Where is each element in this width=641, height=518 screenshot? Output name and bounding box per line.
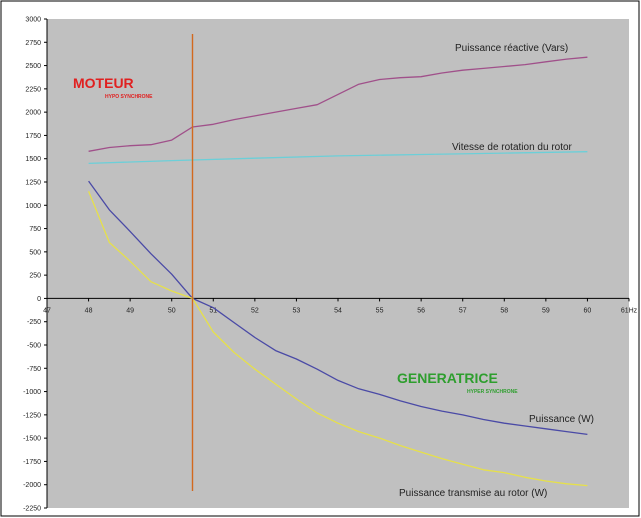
series-line-2	[88, 180, 588, 436]
series-label-rotor-speed: Vitesse de rotation du rotor	[452, 142, 573, 153]
x-tick-label: 50	[168, 307, 176, 314]
y-tick-label: 2750	[25, 40, 41, 47]
y-tick-label: -750	[27, 366, 41, 373]
y-tick-label: -250	[27, 319, 41, 326]
x-tick-label: 47	[43, 307, 51, 314]
moteur-label: MOTEUR	[73, 75, 134, 91]
y-tick-label: -1000	[23, 389, 41, 396]
x-tick-label: 53	[293, 307, 301, 314]
moteur-sublabel: HYPO SYNCHRONE	[105, 94, 153, 100]
x-tick-label: 59	[542, 307, 550, 314]
axes: 3000275025002250200017501500125010007505…	[23, 17, 638, 513]
y-tick-label: 250	[29, 273, 41, 280]
y-tick-label: 3000	[25, 17, 41, 24]
y-tick-label: -500	[27, 343, 41, 350]
series-label-reactive: Puissance réactive (Vars)	[455, 43, 568, 54]
y-tick-label: -1500	[23, 436, 41, 443]
series-line-1	[88, 151, 588, 165]
x-tick-label: 58	[500, 307, 508, 314]
x-tick-label: 52	[251, 307, 259, 314]
x-tick-label: 48	[85, 307, 93, 314]
y-tick-label: 1750	[25, 133, 41, 140]
y-tick-label: 1500	[25, 156, 41, 163]
x-tick-label: 49	[126, 307, 134, 314]
x-tick-label: 57	[459, 307, 467, 314]
y-tick-label: 500	[29, 249, 41, 256]
y-tick-label: -2000	[23, 482, 41, 489]
y-tick-label: -2250	[23, 506, 41, 513]
generatrice-label: GENERATRICE	[397, 370, 498, 386]
series-label-rotor-power: Puissance transmise au rotor (W)	[399, 488, 547, 499]
generatrice-sublabel: HYPER SYNCHRONE	[467, 389, 518, 395]
y-tick-label: -1250	[23, 412, 41, 419]
x-tick-label: 60	[584, 307, 592, 314]
y-tick-label: 750	[29, 226, 41, 233]
series-line-3	[87, 191, 588, 487]
y-tick-label: 2250	[25, 86, 41, 93]
y-tick-label: 1000	[25, 203, 41, 210]
x-tick-label: 54	[334, 307, 342, 314]
y-tick-label: 2500	[25, 63, 41, 70]
x-tick-label: 51	[209, 307, 217, 314]
y-tick-label: 0	[37, 296, 41, 303]
y-tick-label: -1750	[23, 459, 41, 466]
series-line-0	[88, 56, 588, 152]
plot-area	[47, 19, 629, 508]
y-tick-label: 1250	[25, 180, 41, 187]
x-tick-label: 55	[376, 307, 384, 314]
series-group	[87, 34, 588, 491]
x-tick-label: 56	[417, 307, 425, 314]
x-tick-label: 61Hz	[621, 307, 638, 314]
series-label-power: Puissance (W)	[529, 414, 594, 425]
labels-group: MOTEUR HYPO SYNCHRONE GENERATRICE HYPER …	[73, 43, 594, 499]
y-tick-label: 2000	[25, 110, 41, 117]
